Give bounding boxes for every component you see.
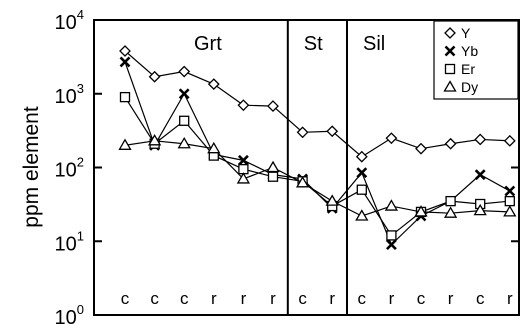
- x-category-9: r: [389, 289, 395, 308]
- point-yb-12: [474, 169, 486, 181]
- x-category-12: c: [476, 289, 485, 308]
- y-tick-label-3: 103: [55, 81, 84, 108]
- x-category-11: r: [448, 289, 454, 308]
- zone-label-grt: Grt: [194, 33, 222, 55]
- point-dy-13: [503, 205, 517, 217]
- point-yb-4: [237, 154, 249, 166]
- x-category-6: c: [298, 289, 307, 308]
- series-layer: [118, 45, 517, 251]
- point-dy-2: [177, 136, 191, 149]
- point-dy-3: [207, 141, 221, 154]
- point-y-1: [148, 70, 161, 83]
- point-yb-0: [119, 56, 131, 68]
- point-er-13: [504, 195, 515, 207]
- point-dy-1: [147, 134, 162, 146]
- point-dy-8: [355, 209, 369, 221]
- point-y-11: [444, 137, 457, 150]
- y-tick-label-1: 101: [55, 228, 84, 255]
- point-y-8: [355, 150, 368, 163]
- point-dy-7: [325, 194, 339, 206]
- x-category-1: c: [150, 289, 159, 308]
- x-category-4: r: [241, 289, 247, 308]
- point-y-2: [178, 65, 191, 78]
- point-dy-6: [295, 176, 310, 188]
- x-category-2: c: [180, 289, 189, 308]
- x-category-8: c: [358, 289, 367, 308]
- zone-dividers: [286, 20, 348, 315]
- x-category-3: r: [211, 289, 217, 308]
- x-category-7: r: [329, 289, 335, 308]
- point-yb-2: [178, 88, 190, 100]
- legend-marker-er: [444, 63, 456, 75]
- point-er-11: [445, 195, 456, 207]
- zone-label-sil: Sil: [363, 33, 385, 55]
- point-y-10: [415, 142, 427, 155]
- legend: Y Yb Er Dy: [433, 20, 519, 100]
- point-dy-10: [414, 205, 428, 217]
- series-y: [119, 45, 516, 163]
- y-tick-label-4: 104: [55, 7, 84, 34]
- y-tick-label-0: 100: [55, 302, 84, 324]
- point-dy-4: [236, 172, 251, 184]
- point-yb-9: [385, 239, 397, 251]
- point-er-0: [119, 91, 131, 103]
- series-line-dy: [124, 140, 510, 217]
- point-er-8: [356, 184, 367, 195]
- point-dy-11: [443, 206, 458, 218]
- x-category-5: r: [270, 289, 276, 308]
- point-y-5: [267, 100, 279, 113]
- point-er-5: [267, 171, 279, 182]
- zone-label-st: St: [304, 33, 323, 55]
- point-er-2: [179, 115, 190, 126]
- y-axis: 100 101 102 103 104: [55, 7, 519, 324]
- point-y-3: [207, 78, 220, 91]
- point-y-9: [385, 132, 398, 145]
- legend-marker-dy: [443, 80, 457, 92]
- point-dy-9: [384, 199, 399, 211]
- series-dy: [118, 134, 517, 221]
- x-category-0: c: [121, 289, 130, 308]
- legend-label-er: Er: [461, 61, 475, 77]
- point-y-12: [474, 133, 487, 146]
- y-tick-label-2: 102: [55, 155, 84, 182]
- point-yb-13: [504, 185, 516, 197]
- point-dy-5: [266, 160, 280, 173]
- x-category-13: r: [507, 289, 513, 308]
- point-y-0: [119, 45, 131, 57]
- point-y-13: [503, 134, 516, 147]
- legend-label-y: Y: [461, 25, 471, 41]
- y-axis-label: ppm element: [20, 106, 43, 228]
- zone-labels: Grt St Sil: [194, 33, 385, 55]
- point-dy-0: [118, 138, 132, 150]
- legend-label-dy: Dy: [461, 79, 478, 95]
- x-category-10: c: [417, 289, 426, 308]
- legend-marker-y: [444, 27, 456, 39]
- point-y-4: [237, 99, 250, 112]
- point-er-9: [386, 230, 397, 241]
- legend-label-yb: Yb: [461, 43, 478, 59]
- point-y-7: [326, 125, 339, 138]
- point-dy-12: [473, 203, 487, 216]
- point-yb-8: [356, 167, 368, 179]
- legend-marker-yb: [444, 45, 456, 57]
- point-y-6: [296, 126, 309, 139]
